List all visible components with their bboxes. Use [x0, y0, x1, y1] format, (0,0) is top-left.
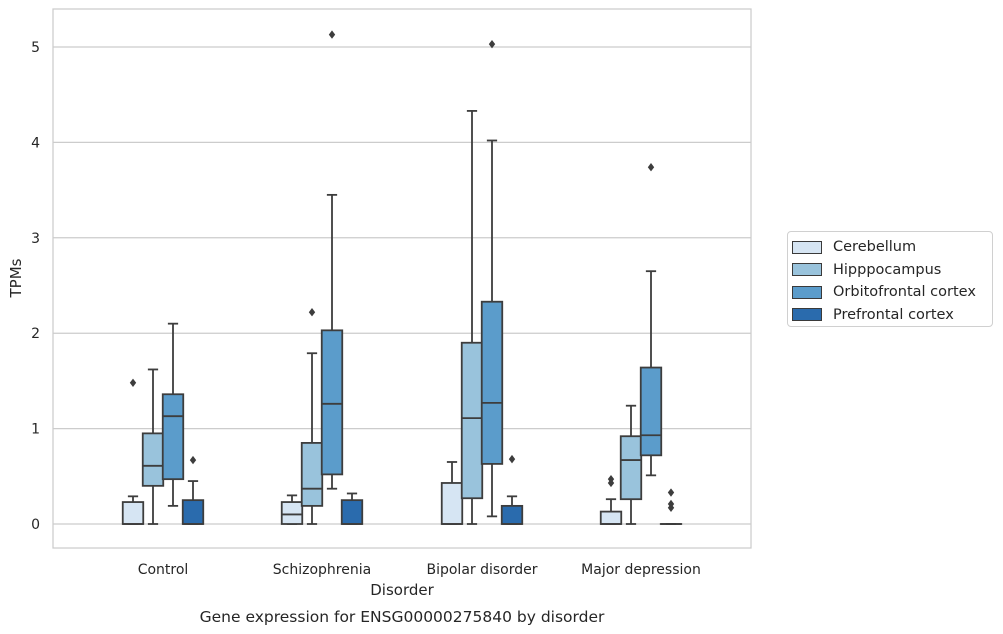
box: [599, 474, 623, 525]
y-tick-label: 0: [31, 517, 40, 533]
legend-label: Cerebellum: [833, 239, 917, 256]
legend-swatch: [792, 240, 822, 254]
box-iqr: [480, 300, 504, 465]
y-tick-label: 5: [31, 40, 40, 56]
box-plot-series: [121, 30, 683, 525]
series-hipppocampus: [141, 110, 643, 525]
outlier-point: [328, 30, 336, 39]
outlier-point: [607, 474, 615, 484]
outlier-point: [508, 454, 516, 464]
box-iqr: [440, 482, 464, 525]
box: [141, 368, 165, 525]
box: [480, 39, 504, 518]
legend-swatch: [792, 285, 822, 299]
box-iqr: [121, 501, 145, 525]
box-iqr: [340, 499, 364, 525]
box: [440, 461, 464, 525]
series-prefrontal-cortex: [181, 454, 683, 525]
y-axis-title: TPMs: [7, 258, 25, 298]
y-axis-ticks: 0 1 2 3 4 5: [31, 40, 40, 533]
outlier-point: [667, 499, 675, 509]
box: [161, 322, 185, 507]
box-iqr: [161, 393, 185, 481]
box-iqr: [500, 504, 524, 525]
chart-caption: Gene expression for ENSG00000275840 by d…: [200, 608, 605, 626]
box: [460, 110, 484, 525]
box: [300, 308, 324, 525]
box: [181, 455, 205, 525]
legend: Cerebellum Hipppocampus Orbitofrontal cort…: [787, 231, 993, 327]
x-tick-label: Bipolar disorder: [426, 562, 537, 578]
box: [280, 494, 304, 525]
box-iqr: [320, 329, 344, 476]
box-iqr: [460, 341, 484, 500]
box-iqr: [599, 510, 623, 525]
series-cerebellum: [121, 378, 623, 525]
box-iqr: [619, 435, 643, 501]
box-iqr: [300, 442, 324, 507]
box: [619, 404, 643, 525]
series-orbitofrontal-cortex: [161, 30, 663, 518]
box: [500, 454, 524, 525]
plot-area-frame: [52, 8, 752, 549]
outlier-point: [647, 163, 655, 172]
y-tick-label: 1: [31, 422, 40, 438]
box: [639, 163, 663, 477]
y-tick-label: 3: [31, 231, 40, 247]
outlier-point: [308, 308, 316, 317]
x-tick-label: Major depression: [581, 562, 701, 578]
outlier-point: [189, 455, 197, 465]
legend-item: Orbitofrontal cortex: [792, 281, 992, 304]
box: [121, 378, 145, 525]
outlier-point: [129, 378, 137, 388]
legend-swatch: [792, 263, 822, 277]
box: [659, 488, 683, 525]
outlier-point: [667, 488, 675, 497]
legend-item: Cerebellum: [792, 236, 992, 259]
box-iqr: [181, 499, 205, 525]
x-tick-label: Schizophrenia: [273, 562, 371, 578]
legend-item: Hipppocampus: [792, 259, 992, 282]
box-iqr: [280, 501, 304, 525]
box: [340, 492, 364, 525]
y-tick-label: 4: [31, 135, 40, 151]
box-iqr: [141, 432, 165, 487]
legend-swatch: [792, 308, 822, 322]
x-axis-ticks: Control Schizophrenia Bipolar disorder Majo…: [138, 562, 701, 578]
box: [320, 30, 344, 490]
x-tick-label: Control: [138, 562, 189, 578]
legend-label: Prefrontal cortex: [833, 306, 954, 323]
legend-item: Prefrontal cortex: [792, 304, 992, 327]
box-iqr: [639, 366, 663, 457]
x-axis-title: Disorder: [370, 581, 434, 599]
outlier-point: [488, 39, 496, 49]
legend-label: Hipppocampus: [833, 261, 942, 278]
legend-label: Orbitofrontal cortex: [833, 284, 976, 301]
y-tick-label: 2: [31, 326, 40, 342]
